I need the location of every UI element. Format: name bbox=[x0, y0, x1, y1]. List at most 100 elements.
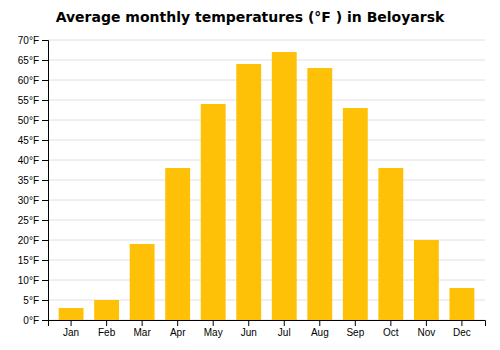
x-tick-mark bbox=[319, 320, 320, 326]
y-tick: 25°F bbox=[18, 215, 48, 226]
y-tick-mark bbox=[42, 320, 48, 321]
y-axis-line bbox=[42, 41, 49, 321]
x-tick-mark bbox=[390, 320, 391, 326]
y-tick-label: 15°F bbox=[18, 255, 39, 266]
y-tick: 70°F bbox=[18, 35, 48, 46]
y-tick-mark bbox=[42, 80, 48, 81]
y-tick-mark bbox=[42, 40, 48, 41]
x-tick-mark bbox=[355, 320, 356, 326]
y-tick-label: 10°F bbox=[18, 275, 39, 286]
y-tick: 45°F bbox=[18, 135, 48, 146]
x-tick-label: Mar bbox=[134, 327, 152, 338]
y-tick-mark bbox=[42, 60, 48, 61]
x-tick: Apr bbox=[170, 320, 186, 338]
grid-line bbox=[48, 220, 485, 221]
bar bbox=[201, 104, 226, 320]
grid-line bbox=[48, 200, 485, 201]
x-tick-label: Jan bbox=[63, 327, 79, 338]
y-tick: 65°F bbox=[18, 55, 48, 66]
x-tick: May bbox=[204, 320, 223, 338]
x-tick-label: May bbox=[204, 327, 223, 338]
bar bbox=[449, 288, 474, 320]
chart: Average monthly temperatures (°F ) in Be… bbox=[0, 0, 500, 350]
bar bbox=[94, 300, 119, 320]
y-tick: 35°F bbox=[18, 175, 48, 186]
y-tick-label: 50°F bbox=[18, 115, 39, 126]
x-tick-mark bbox=[71, 320, 72, 326]
bars bbox=[59, 52, 475, 320]
x-tick-mark bbox=[213, 320, 214, 326]
grid-line bbox=[48, 60, 485, 61]
title: Average monthly temperatures (°F ) in Be… bbox=[56, 9, 445, 25]
bar bbox=[307, 68, 332, 320]
y-tick-label: 35°F bbox=[18, 175, 39, 186]
y-tick-mark bbox=[42, 180, 48, 181]
x-tick-label: Jun bbox=[241, 327, 257, 338]
y-tick-mark bbox=[42, 220, 48, 221]
x-tick-label: Aug bbox=[311, 327, 329, 338]
grid-line bbox=[48, 140, 485, 141]
y-tick-label: 65°F bbox=[18, 55, 39, 66]
bar bbox=[165, 168, 190, 320]
y-tick-mark bbox=[42, 200, 48, 201]
y-tick: 10°F bbox=[18, 275, 48, 286]
y-tick: 5°F bbox=[23, 295, 48, 306]
x-tick-label: Jul bbox=[278, 327, 291, 338]
x-axis: Jan Feb Mar Apr May Jun Jul Aug Sep Oct Nov Dec bbox=[49, 320, 486, 338]
x-tick: Sep bbox=[346, 320, 364, 338]
y-tick-mark bbox=[42, 280, 48, 281]
x-tick-mark bbox=[248, 320, 249, 326]
x-tick: Jul bbox=[278, 320, 291, 338]
x-tick-label: Oct bbox=[383, 327, 399, 338]
bar bbox=[272, 52, 297, 320]
x-axis-line bbox=[49, 321, 486, 327]
bar bbox=[343, 108, 368, 320]
x-tick-label: Dec bbox=[453, 327, 471, 338]
y-axis: 0°F 5°F 10°F 15°F 20°F 25°F 30°F 35°F 40°F 45°F 50… bbox=[18, 35, 49, 326]
x-tick-mark bbox=[106, 320, 107, 326]
grid-line bbox=[48, 100, 485, 101]
bar bbox=[414, 240, 439, 320]
y-tick: 20°F bbox=[18, 235, 48, 246]
y-tick-label: 0°F bbox=[23, 315, 39, 326]
grid-line bbox=[48, 180, 485, 181]
x-tick-mark bbox=[284, 320, 285, 326]
grid-line bbox=[48, 40, 485, 41]
bar bbox=[59, 308, 84, 320]
grid-line bbox=[48, 120, 485, 121]
y-tick: 50°F bbox=[18, 115, 48, 126]
y-tick-mark bbox=[42, 120, 48, 121]
grid-line bbox=[48, 80, 485, 81]
y-tick-label: 45°F bbox=[18, 135, 39, 146]
x-tick-label: Feb bbox=[98, 327, 116, 338]
grid-line bbox=[48, 160, 485, 161]
x-tick-mark bbox=[177, 320, 178, 326]
y-tick: 55°F bbox=[18, 95, 48, 106]
x-tick-label: Apr bbox=[170, 327, 186, 338]
y-tick-mark bbox=[42, 140, 48, 141]
bar bbox=[236, 64, 261, 320]
x-tick-mark bbox=[426, 320, 427, 326]
x-tick-mark bbox=[461, 320, 462, 326]
y-tick-label: 70°F bbox=[18, 35, 39, 46]
y-tick-mark bbox=[42, 160, 48, 161]
y-tick: 40°F bbox=[18, 155, 48, 166]
x-tick: Aug bbox=[311, 320, 329, 338]
y-tick-label: 30°F bbox=[18, 195, 39, 206]
x-tick: Mar bbox=[134, 320, 152, 338]
x-tick: Nov bbox=[417, 320, 435, 338]
y-tick-mark bbox=[42, 260, 48, 261]
plot: 0°F 5°F 10°F 15°F 20°F 25°F 30°F 35°F 40°F 45°F 50… bbox=[18, 35, 486, 338]
y-tick: 0°F bbox=[23, 315, 48, 326]
y-tick-mark bbox=[42, 240, 48, 241]
x-tick: Jan bbox=[63, 320, 79, 338]
y-tick-label: 5°F bbox=[23, 295, 39, 306]
y-tick-mark bbox=[42, 100, 48, 101]
x-tick: Feb bbox=[98, 320, 116, 338]
y-tick-label: 25°F bbox=[18, 215, 39, 226]
x-tick-label: Sep bbox=[346, 327, 364, 338]
y-tick-label: 55°F bbox=[18, 95, 39, 106]
x-tick: Dec bbox=[453, 320, 471, 338]
y-tick: 30°F bbox=[18, 195, 48, 206]
y-tick: 60°F bbox=[18, 75, 48, 86]
